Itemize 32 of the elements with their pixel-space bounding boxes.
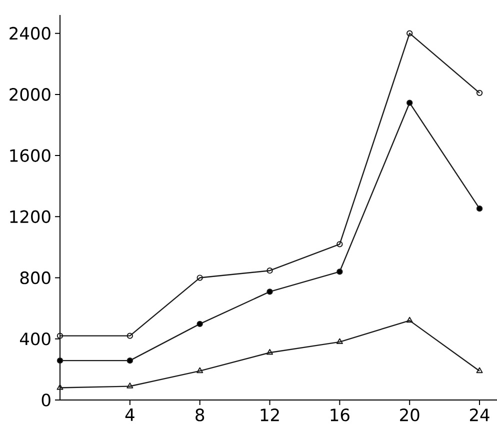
point — [336, 241, 343, 248]
point — [476, 205, 483, 212]
y-tick-label: 800 — [20, 271, 50, 284]
point — [406, 100, 413, 106]
point — [406, 316, 413, 323]
y-tick-label: 2000 — [10, 88, 50, 101]
x-tick-label: 16 — [330, 408, 350, 422]
point — [126, 357, 134, 364]
point — [406, 30, 413, 36]
point — [56, 357, 64, 364]
point — [266, 268, 273, 274]
y-tick-label: 2400 — [10, 26, 50, 40]
point — [476, 367, 483, 374]
y-tick-label: 400 — [20, 332, 50, 346]
x-tick-label: 4 — [125, 408, 134, 421]
y-tick-label: 0 — [42, 394, 50, 406]
point — [336, 338, 343, 344]
y-tick-label: 1600 — [10, 149, 50, 162]
x-tick-label: 12 — [260, 408, 279, 422]
point — [196, 320, 203, 328]
point — [266, 348, 274, 355]
x-tick-label: 8 — [196, 408, 204, 422]
y-tick-label: 1200 — [10, 210, 50, 224]
point — [126, 332, 134, 339]
x-tick-label: 20 — [400, 408, 420, 422]
x-tick-label: 24 — [470, 408, 490, 422]
point — [126, 382, 134, 388]
point — [196, 367, 204, 374]
point — [336, 268, 343, 275]
point — [56, 384, 64, 390]
point — [266, 288, 273, 295]
point — [196, 274, 203, 281]
